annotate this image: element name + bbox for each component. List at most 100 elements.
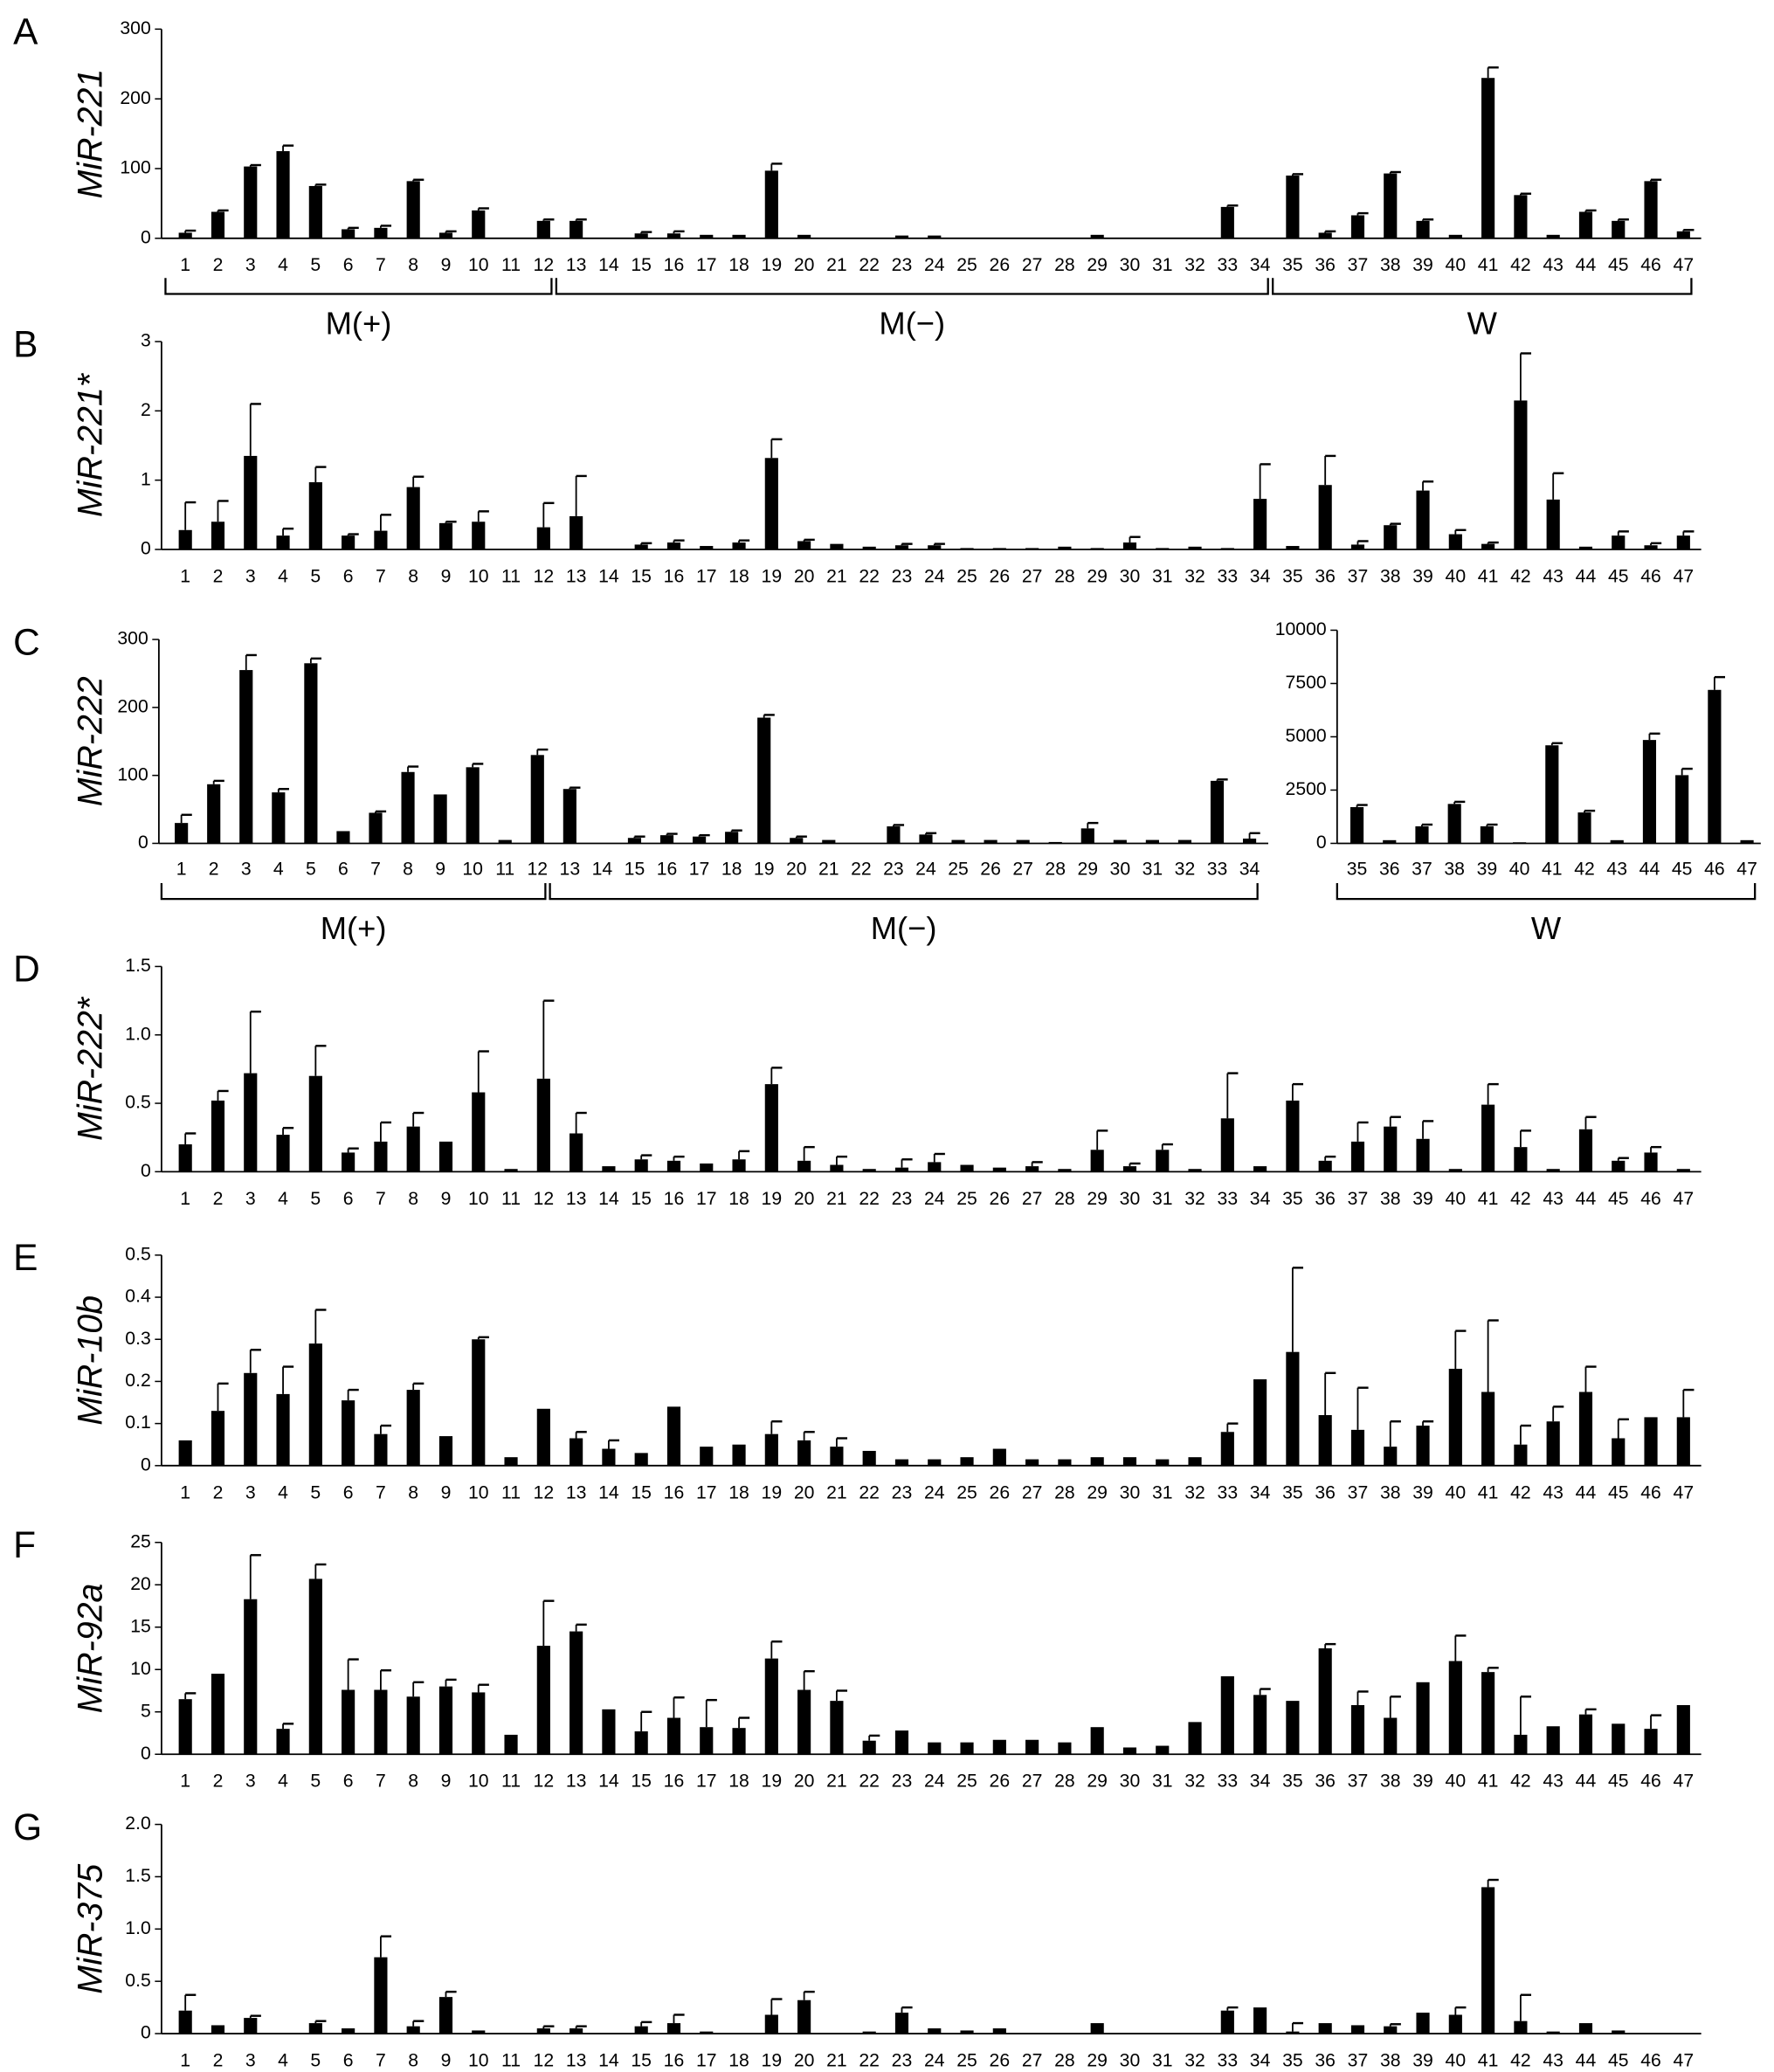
bar [308,1075,322,1172]
x-tick-label: 2 [213,255,224,275]
bar [1318,232,1332,238]
x-tick-label: 7 [376,2050,386,2070]
x-tick-label: 47 [1674,1189,1695,1209]
x-tick-label: 11 [495,859,514,879]
bar [374,1689,388,1755]
x-tick-label: 37 [1348,566,1369,586]
x-tick-label: 16 [664,1189,685,1209]
bar [1090,1727,1104,1755]
x-tick-label: 32 [1175,859,1196,879]
bar [504,1734,518,1755]
x-tick-label: 39 [1412,1482,1433,1502]
bar [894,2013,909,2034]
bar [1384,1717,1398,1755]
x-tick-label: 41 [1478,255,1499,275]
bar [1578,211,1593,238]
x-tick-label: 28 [1045,859,1066,879]
x-tick-label: 6 [343,2050,354,2070]
x-tick-label: 25 [956,1482,977,1502]
bar [862,546,876,549]
x-tick-label: 10 [468,2050,489,2070]
bar [1481,1104,1495,1172]
y-tick-label: 0.2 [125,1371,150,1391]
bar [992,1739,1006,1755]
bar [342,229,355,238]
bar [928,545,942,549]
x-tick-label: 15 [631,1189,652,1209]
bar [1253,1379,1267,1466]
bar [732,1728,746,1755]
x-tick-label: 42 [1510,255,1531,275]
bar [960,1742,974,1755]
x-tick-label: 18 [728,1482,749,1502]
bar [1090,1457,1104,1466]
x-tick-label: 6 [343,255,354,275]
bar [822,839,836,844]
x-tick-label: 23 [892,255,913,275]
y-tick-label: 3 [141,331,151,351]
x-tick-label: 7 [376,566,386,586]
bar [401,771,415,844]
bar [244,1372,258,1466]
bar [764,2014,778,2034]
x-tick-label: 33 [1218,1189,1239,1209]
bar [666,542,681,549]
bar [797,541,811,549]
x-tick-label: 29 [1087,1772,1108,1792]
x-tick-label: 43 [1543,1482,1563,1502]
bar [536,1078,550,1172]
bar [342,535,355,549]
x-tick-label: 12 [527,859,548,879]
x-tick-label: 44 [1576,1189,1597,1209]
x-tick-label: 36 [1379,859,1400,879]
x-tick-label: 20 [794,566,815,586]
x-tick-label: 34 [1250,255,1271,275]
x-tick-label: 9 [435,859,445,879]
x-tick-label: 10 [468,566,489,586]
bar [732,1159,746,1172]
x-tick-label: 1 [180,566,190,586]
bar [862,2031,876,2034]
bar [830,543,844,549]
bar [1514,195,1528,238]
x-tick-label: 38 [1380,566,1401,586]
x-tick-label: 41 [1478,1482,1499,1502]
x-tick-label: 41 [1478,566,1499,586]
bar [536,2028,550,2034]
bar [1514,1147,1528,1172]
bar [308,1578,322,1755]
bar [178,232,192,238]
bar [1286,1351,1300,1466]
x-tick-label: 23 [892,1482,913,1502]
bar [1416,1426,1430,1466]
y-tick-label: 25 [130,1531,151,1551]
bar [634,233,648,238]
x-tick-label: 26 [980,859,1001,879]
x-tick-label: 37 [1348,255,1369,275]
panel-label: A [13,11,38,52]
bar [1253,1166,1267,1172]
bar [1612,1438,1626,1466]
bar [1481,1887,1495,2034]
x-tick-label: 24 [924,1772,945,1792]
x-tick-label: 41 [1478,1189,1499,1209]
x-tick-label: 32 [1184,1189,1205,1209]
bar [211,1100,225,1172]
bar [951,839,965,844]
x-tick-label: 19 [762,1482,783,1502]
bar [178,2010,192,2034]
bar [175,823,189,844]
y-tick-label: 7500 [1286,673,1327,693]
bar [1025,1459,1039,1466]
x-tick-label: 5 [310,1482,321,1502]
x-tick-label: 6 [343,566,354,586]
bar [1318,485,1332,549]
bar [1286,2031,1300,2034]
x-tick-label: 4 [278,1189,288,1209]
x-tick-label: 30 [1120,1482,1141,1502]
bar [1188,1457,1202,1466]
bar [1220,206,1234,238]
x-tick-label: 1 [180,1772,190,1792]
bar [1514,1734,1528,1755]
x-tick-label: 13 [566,1189,587,1209]
